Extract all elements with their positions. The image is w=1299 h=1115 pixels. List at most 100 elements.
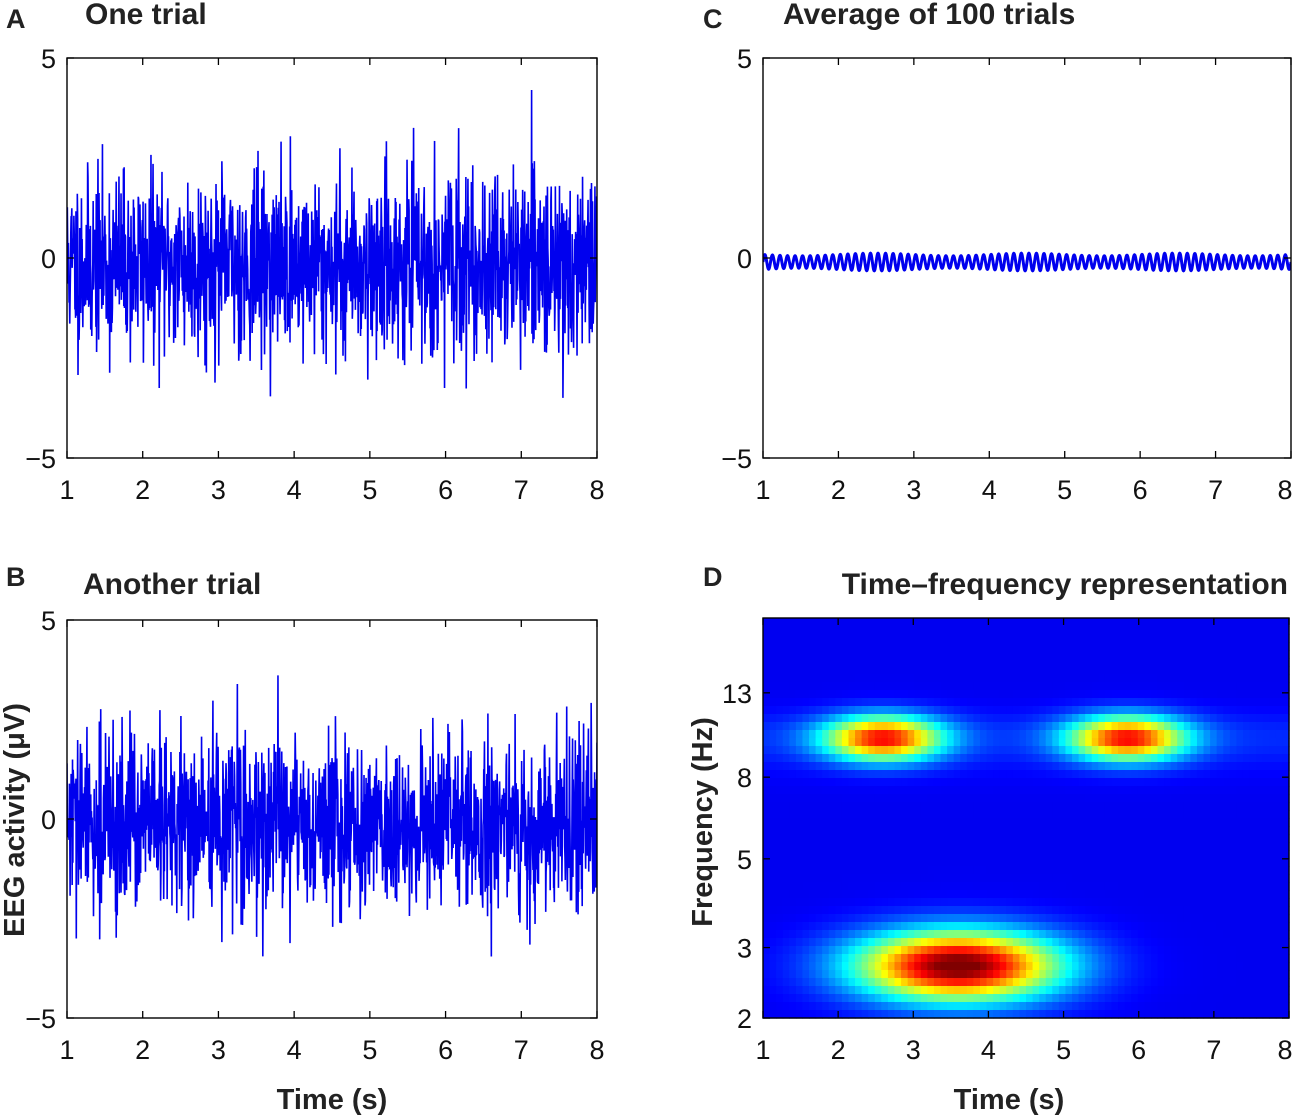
heatmap-cell [1150,906,1159,915]
heatmap-cell [1196,914,1205,923]
heatmap-cell [993,1002,1001,1011]
heatmap-cell [887,970,896,979]
heatmap-cell [1150,970,1159,979]
heatmap-cell [828,818,836,827]
heatmap-cell [1118,690,1126,699]
heatmap-cell [763,618,771,627]
heatmap-cell [828,906,836,915]
heatmap-cell [795,834,804,843]
heatmap-cell [1131,618,1139,627]
heatmap-cell [1170,650,1178,659]
heatmap-cell [802,770,810,779]
heatmap-cell [1052,666,1060,675]
heatmap-cell [1196,986,1205,995]
heatmap-cell [809,746,817,755]
heatmap-cell [1045,1010,1053,1019]
heatmap-cell [966,810,974,819]
heatmap-cell [927,994,935,1003]
heatmap-cell [887,642,896,651]
heatmap-cell [1078,634,1086,643]
heatmap-cell [1256,802,1264,811]
heatmap-cell [861,754,869,763]
heatmap-cell [1045,746,1053,755]
heatmap-cell [1242,722,1251,731]
heatmap-cell [953,666,961,675]
heatmap-cell [1249,834,1257,843]
heatmap-cell [776,930,784,939]
heatmap-cell [822,770,830,779]
heatmap-cell [861,706,869,715]
heatmap-cell [1104,946,1113,955]
heatmap-cell [855,666,863,675]
heatmap-cell [1131,842,1139,851]
heatmap-cell [1131,730,1139,739]
heatmap-cell [1118,850,1126,859]
heatmap-cell [953,938,961,947]
heatmap-cell [1164,810,1172,819]
heatmap-cell [1012,634,1021,643]
heatmap-cell [1269,970,1277,979]
heatmap-cell [894,706,902,715]
heatmap-cell [1170,1002,1178,1011]
heatmap-cell [1137,690,1145,699]
heatmap-cell [973,738,981,747]
heatmap-cell [881,842,889,851]
heatmap-cell [1282,818,1290,827]
heatmap-cell [933,682,942,691]
heatmap-cell [861,802,869,811]
heatmap-cell [1275,738,1284,747]
heatmap-cell [855,1010,863,1019]
heatmap-cell [933,642,942,651]
heatmap-cell [1170,786,1178,795]
heatmap-cell [848,962,856,971]
heatmap-cell [782,762,790,771]
heatmap-cell [769,834,777,843]
heatmap-cell [1223,874,1231,883]
heatmap-cell [887,1010,896,1019]
heatmap-cell [1256,986,1264,995]
heatmap-cell [828,770,836,779]
heatmap-cell [1282,970,1290,979]
heatmap-cell [907,978,915,987]
heatmap-cell [848,834,856,843]
heatmap-cell [1282,914,1290,923]
heatmap-cell [1262,994,1270,1003]
heatmap-cell [874,826,882,835]
heatmap-cell [1249,826,1257,835]
heatmap-cell [1256,770,1264,779]
heatmap-cell [887,650,896,659]
heatmap-cell [914,674,922,683]
heatmap-cell [1157,666,1165,675]
heatmap-cell [1229,810,1237,819]
heatmap-cell [1210,922,1218,931]
heatmap-cell [815,890,823,899]
heatmap-cell [1118,818,1126,827]
heatmap-cell [973,706,981,715]
heatmap-cell [835,858,843,867]
heatmap-cell [1150,738,1159,747]
heatmap-cell [1190,730,1198,739]
heatmap-cell [1190,954,1198,963]
heatmap-cell [1275,874,1284,883]
heatmap-cell [1196,730,1205,739]
heatmap-cell [993,778,1001,787]
heatmap-cell [1091,818,1099,827]
heatmap-cell [993,874,1001,883]
heatmap-cell [1242,690,1251,699]
heatmap-cell [1164,682,1172,691]
heatmap-cell [841,698,850,707]
heatmap-cell [1124,890,1132,899]
heatmap-cell [1164,994,1172,1003]
panel-c-xtick-label: 5 [1057,475,1072,505]
heatmap-cell [874,914,882,923]
heatmap-cell [1019,882,1027,891]
heatmap-cell [874,850,882,859]
heatmap-cell [1078,994,1086,1003]
heatmap-cell [795,890,804,899]
heatmap-cell [1098,618,1106,627]
heatmap-cell [763,978,771,987]
heatmap-cell [782,818,790,827]
heatmap-cell [861,994,869,1003]
heatmap-cell [966,986,974,995]
panel-c-xtick-label: 3 [906,475,921,505]
